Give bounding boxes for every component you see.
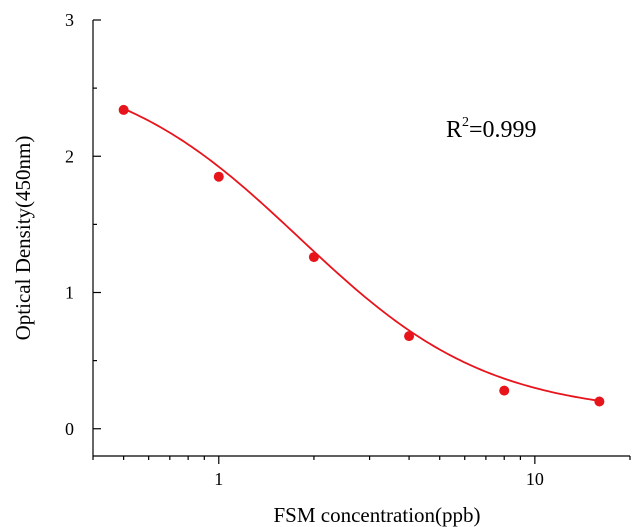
x-axis: 1 10	[92, 455, 631, 489]
r-squared-superscript: 2	[462, 115, 469, 130]
y-tick-label: 3	[65, 10, 74, 30]
fit-curve-layer	[123, 107, 600, 402]
y-tick-label: 2	[65, 146, 74, 166]
r-squared-annotation: R2=0.999	[446, 115, 537, 143]
r-squared-prefix: R	[446, 117, 462, 143]
x-tick-label: 10	[526, 469, 544, 489]
x-tick-label: 1	[214, 469, 223, 489]
y-tick-label: 1	[65, 283, 74, 303]
y-tick-label: 0	[65, 419, 74, 439]
data-point	[499, 385, 510, 396]
x-axis-title: FSM concentration(ppb)	[273, 503, 480, 527]
data-point	[594, 396, 605, 407]
x-ticks: 1 10	[92, 456, 631, 489]
data-point	[308, 252, 319, 263]
y-axis-title: Optical Density(450nm)	[11, 136, 35, 341]
data-point	[404, 331, 415, 342]
r-squared-value: =0.999	[469, 117, 537, 143]
data-points-layer	[118, 104, 605, 407]
y-ticks: 0 1 2 3	[65, 10, 101, 439]
data-point	[118, 104, 129, 115]
fit-curve	[123, 107, 600, 402]
y-axis: 0 1 2 3	[65, 10, 101, 456]
data-point	[213, 171, 224, 182]
